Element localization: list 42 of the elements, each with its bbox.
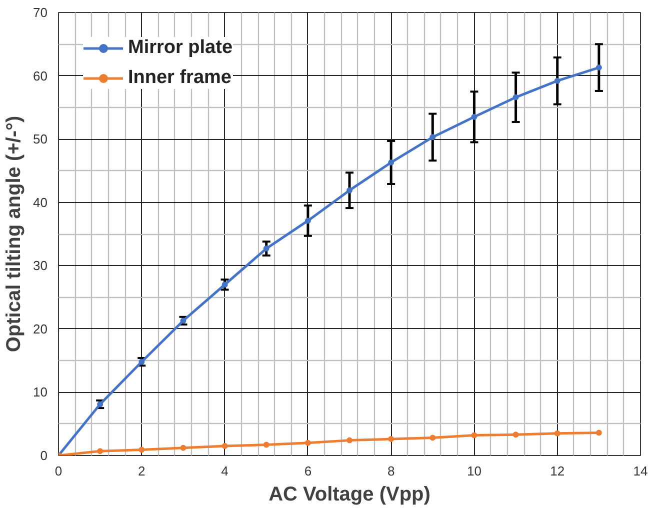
point bbox=[596, 64, 602, 71]
point bbox=[346, 187, 352, 194]
point bbox=[388, 436, 394, 442]
point bbox=[471, 432, 478, 438]
y-tick-label: 30 bbox=[33, 258, 48, 274]
point bbox=[263, 246, 270, 252]
point bbox=[180, 444, 186, 451]
point bbox=[596, 430, 602, 436]
point bbox=[430, 434, 436, 441]
x-tick-label: 4 bbox=[221, 464, 228, 478]
point bbox=[388, 159, 394, 166]
x-tick-label: 2 bbox=[138, 464, 146, 478]
y-axis-title: Optical tilting angle (+/-°) bbox=[3, 116, 26, 352]
point bbox=[304, 440, 311, 446]
y-tick-label: 60 bbox=[33, 68, 48, 84]
x-tick-label: 10 bbox=[466, 464, 482, 478]
legend-label: Mirror plate bbox=[128, 37, 233, 59]
x-axis-title: AC Voltage (Vpp) bbox=[268, 484, 430, 506]
legend-label: Inner frame bbox=[128, 67, 232, 89]
x-tick-label: 12 bbox=[550, 464, 565, 478]
point bbox=[346, 437, 352, 444]
y-tick-label: 20 bbox=[33, 321, 48, 336]
x-tick-label: 8 bbox=[387, 464, 395, 478]
point bbox=[554, 430, 560, 436]
point bbox=[512, 432, 519, 438]
point bbox=[430, 134, 436, 140]
y-tick-label: 40 bbox=[33, 194, 48, 210]
x-tick-label: 0 bbox=[54, 464, 62, 478]
x-tick-label: 14 bbox=[633, 464, 648, 478]
y-tick-label: 10 bbox=[33, 384, 48, 400]
point bbox=[471, 114, 478, 120]
point bbox=[97, 448, 104, 454]
point bbox=[304, 218, 311, 224]
point bbox=[554, 78, 560, 84]
y-tick-label: 70 bbox=[33, 5, 48, 20]
point bbox=[263, 442, 270, 448]
x-tick-label: 6 bbox=[304, 464, 312, 478]
point bbox=[138, 446, 145, 453]
y-tick-label: 0 bbox=[40, 448, 48, 463]
y-tick-label: 50 bbox=[33, 132, 48, 147]
point bbox=[222, 443, 228, 449]
point bbox=[512, 94, 519, 100]
